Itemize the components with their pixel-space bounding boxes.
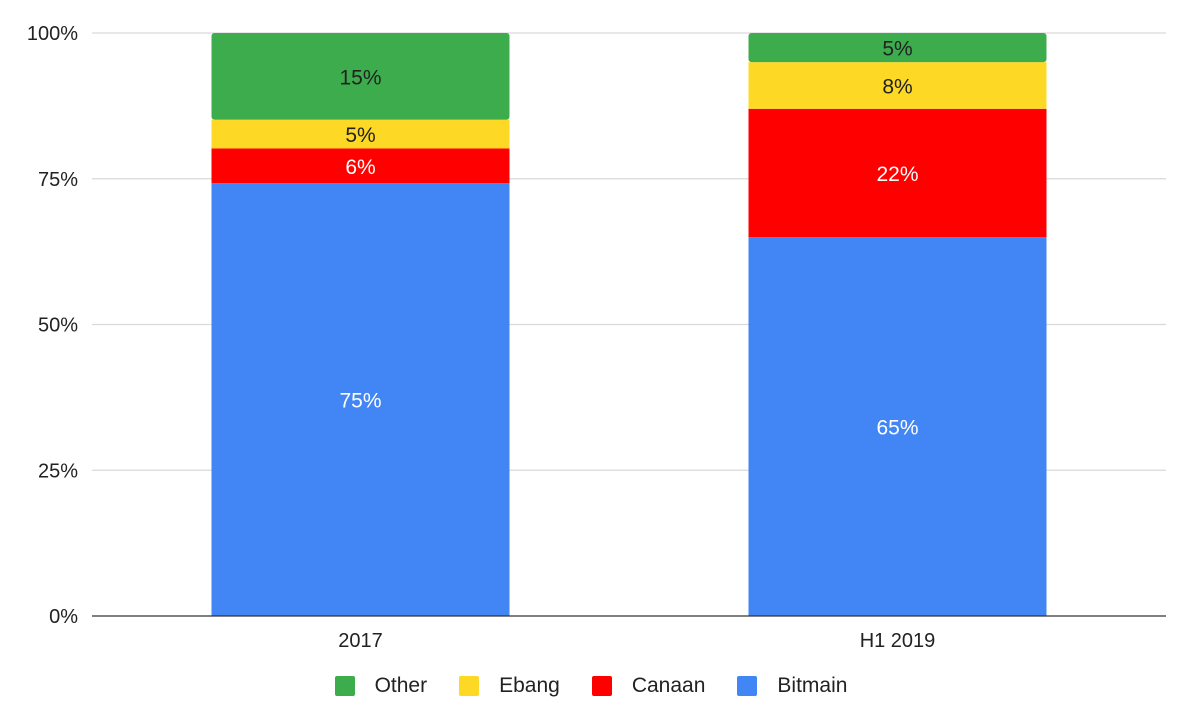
- legend-swatch: [334, 676, 355, 696]
- bar-segment-bitmain: [211, 183, 510, 616]
- legend-swatch: [737, 676, 758, 696]
- data-label: 22%: [876, 163, 918, 186]
- bar-segment-canaan: [211, 148, 510, 184]
- y-tick-label: 50%: [38, 315, 78, 337]
- legend-item-other: Other: [334, 674, 428, 698]
- bar-segment-other: [211, 33, 510, 120]
- bar-segment-bitmain: [748, 237, 1047, 617]
- legend-item-ebang: Ebang: [459, 674, 560, 698]
- data-label: 5%: [882, 38, 912, 61]
- bar-segment-ebang: [748, 62, 1047, 109]
- legend-label: Ebang: [499, 674, 560, 697]
- y-tick-label: 25%: [38, 460, 78, 482]
- y-tick-label: 75%: [38, 169, 78, 191]
- bar-segment-other: [748, 33, 1047, 63]
- x-tick-label: H1 2019: [860, 630, 936, 652]
- y-tick-label: 100%: [27, 23, 78, 45]
- legend-label: Other: [374, 674, 428, 697]
- legend: Other Ebang Canaan Bitmain: [0, 674, 1182, 698]
- y-tick-label: 0%: [49, 606, 78, 628]
- data-label: 65%: [876, 417, 918, 440]
- bar-segment-ebang: [211, 119, 510, 149]
- legend-swatch: [591, 676, 612, 696]
- legend-swatch: [459, 676, 480, 696]
- legend-item-canaan: Canaan: [591, 674, 706, 698]
- data-label: 15%: [339, 66, 381, 89]
- data-label: 8%: [882, 75, 912, 98]
- data-label: 6%: [345, 156, 375, 179]
- legend-label: Canaan: [631, 674, 706, 697]
- data-label: 75%: [339, 390, 381, 413]
- x-tick-label: 2017: [338, 630, 383, 652]
- bar-segment-canaan: [748, 108, 1047, 238]
- data-label: 5%: [345, 124, 375, 147]
- legend-label: Bitmain: [777, 674, 848, 697]
- legend-item-bitmain: Bitmain: [737, 674, 847, 698]
